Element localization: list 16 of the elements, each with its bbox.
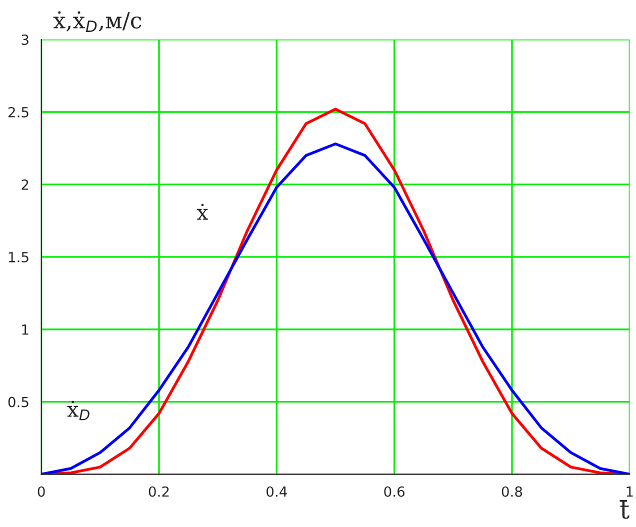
- y-tick-label: 3: [22, 34, 28, 45]
- x-tick-label: 0.8: [502, 486, 522, 497]
- x-tick-label: 1: [626, 486, 633, 497]
- x-tick-label: 0.4: [266, 486, 287, 497]
- series-label: ẋ: [196, 204, 208, 220]
- x-axis-title: t̄: [620, 500, 630, 519]
- x-tick-label: 0.6: [384, 486, 404, 497]
- series-label: ẋ$_{D}$: [67, 400, 90, 420]
- y-axis-title: ẋ,ẋ$_{D}$,м/с: [53, 11, 142, 32]
- x-tick-label: 0: [38, 486, 45, 497]
- x-tick-label: 0.2: [148, 486, 169, 497]
- y-tick-label: 1: [22, 324, 28, 335]
- y-tick-label: 1.5: [8, 252, 28, 262]
- y-tick-label: 0.5: [8, 396, 28, 408]
- y-tick-label: 2.5: [8, 106, 28, 118]
- y-tick-label: 2: [22, 179, 28, 190]
